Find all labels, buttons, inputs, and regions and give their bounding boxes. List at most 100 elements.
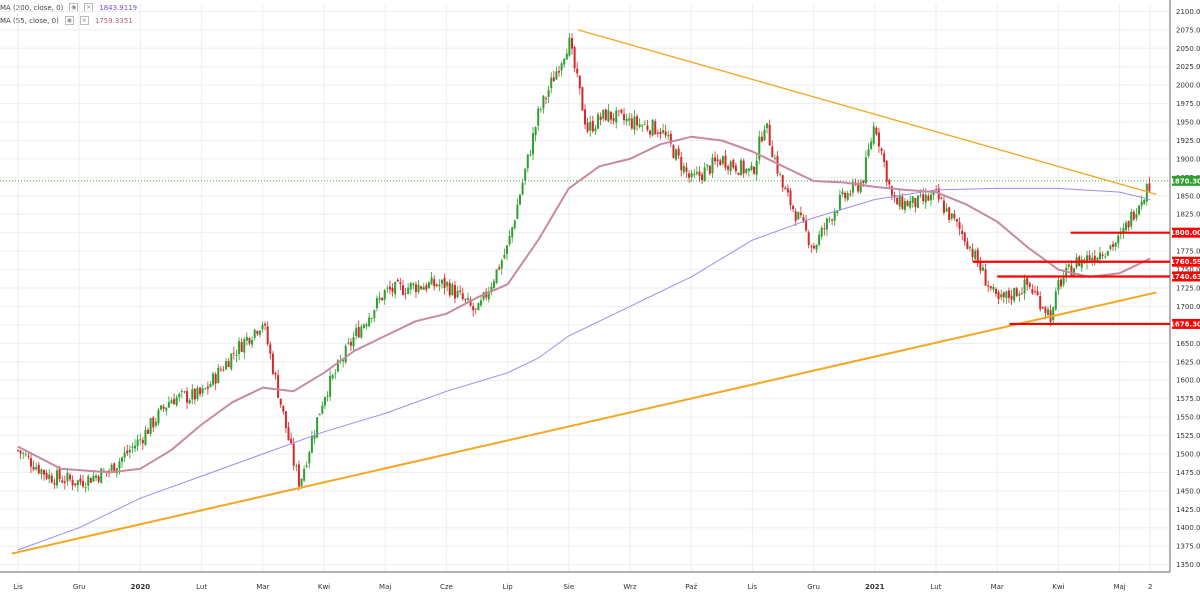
candle-body [680,156,683,171]
candle-body [266,326,269,345]
candle-body [518,195,521,205]
candle-body [430,277,433,285]
candle-body [329,375,332,397]
candle-body [547,89,550,97]
candle-body [128,449,131,453]
candle-body [539,109,542,110]
eye-icon[interactable]: ◉ [64,16,74,25]
candle-body [976,249,979,264]
candle-body [864,157,867,184]
candle-body [763,129,766,141]
candle-body [206,386,209,389]
candle-body [727,166,730,170]
candle-body [820,227,823,237]
candle-body [625,118,628,122]
level-label-bg [1172,256,1200,267]
candle-body [160,405,163,410]
candle-body [656,132,659,134]
candle-body [310,436,313,453]
candle-body [118,461,121,469]
candle-body [955,219,958,222]
candle-body [612,118,615,121]
candle-body [477,303,480,311]
candle-body [456,290,459,298]
candle-body [1031,288,1034,294]
close-icon[interactable]: × [79,16,89,25]
candle-body [888,180,891,185]
candle-body [282,405,285,412]
candle-body [1002,292,1005,298]
x-tick-label: Mar [991,583,1004,591]
candle-body [347,342,350,344]
candle-body [836,210,839,214]
candle-body [100,468,103,484]
candle-body [805,220,808,231]
candle-body [1062,278,1065,285]
candle-body [672,145,675,158]
candle-body [659,131,662,135]
candle-body [688,173,691,178]
candle-body [394,281,397,295]
candle-body [841,191,844,195]
candle-body [495,269,498,283]
candle-body [287,427,290,441]
candle-body [238,341,241,355]
candle-body [927,195,930,201]
candle-body [641,125,644,127]
candle-body [604,109,607,121]
candle-body [199,387,202,395]
candle-body [511,227,514,238]
candle-body [750,165,753,170]
candle-body [1138,205,1141,215]
candle-body [251,340,254,345]
candle-body [378,297,381,300]
candle-body [284,411,287,428]
y-tick-label: 1500.00 [1176,450,1200,458]
candle-body [581,87,584,111]
candle-body [968,246,971,249]
candle-body [638,124,641,127]
candle-body [966,241,969,250]
candle-body [56,470,59,486]
y-tick-label: 2000.00 [1176,82,1200,90]
candle-body [277,375,280,398]
y-tick-label: 1425.00 [1176,506,1200,514]
candle-body [745,168,748,173]
y-tick-label: 1600.00 [1176,377,1200,385]
candle-body [1000,294,1003,298]
candle-body [849,193,852,195]
candle-body [880,148,883,152]
candle-body [768,124,771,146]
candle-body [152,417,155,428]
candle-body [464,298,467,300]
candle-body [61,480,64,483]
candle-body [191,389,194,400]
candle-body [753,166,756,174]
candle-body [1080,259,1083,268]
candle-body [797,212,800,220]
candle-body [810,246,813,247]
candle-body [953,214,956,219]
candle-body [69,474,72,480]
candle-body [258,330,261,335]
level-label: 1760.59 [1170,258,1200,266]
candle-body [451,284,454,295]
candle-body [386,287,389,289]
candle-body [1125,222,1128,231]
candle-body [27,455,30,457]
candle-body [173,399,176,405]
candle-body [271,353,274,374]
y-tick-label: 2100.00 [1176,8,1200,16]
candle-body [1083,259,1086,261]
candle-body [854,182,857,184]
candle-body [981,267,984,271]
candle-body [654,121,657,135]
y-tick-label: 1650.00 [1176,340,1200,348]
candle-body [1020,293,1023,295]
candle-body [682,165,685,173]
candle-body [134,445,137,449]
candle-body [24,454,27,456]
candle-body [524,168,527,181]
candle-body [584,109,587,125]
